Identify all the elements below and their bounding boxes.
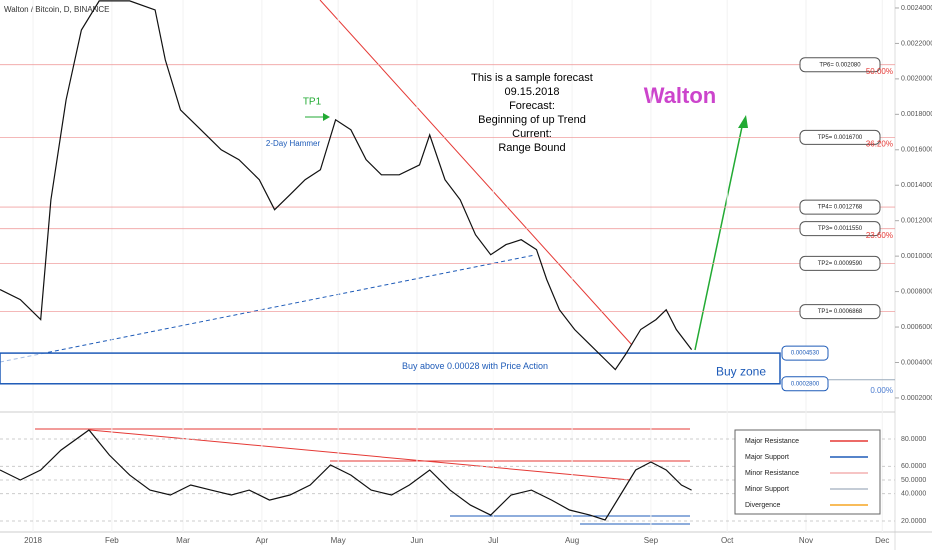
level-label: TP3= 0.0011550 bbox=[818, 226, 863, 232]
y-tick-label: 20.0000 bbox=[901, 518, 926, 525]
x-tick-label: Aug bbox=[565, 536, 579, 545]
y-tick-label: 0.0014000 bbox=[901, 182, 932, 189]
level-label: TP5= 0.0016700 bbox=[818, 135, 863, 141]
y-tick-label: 0.0018000 bbox=[901, 111, 932, 118]
y-tick-label: 0.0016000 bbox=[901, 147, 932, 154]
y-tick-label: 40.0000 bbox=[901, 490, 926, 497]
x-tick-label: Sep bbox=[644, 536, 659, 545]
y-tick-label: 0.0002000 bbox=[901, 395, 932, 402]
y-tick-label: 0.0012000 bbox=[901, 218, 932, 225]
y-tick-label: 0.0004000 bbox=[901, 359, 932, 366]
x-tick-label: Dec bbox=[875, 536, 889, 545]
level-box bbox=[781, 345, 829, 361]
x-tick-label: Jul bbox=[488, 536, 498, 545]
level-label: TP2= 0.0009590 bbox=[818, 261, 863, 267]
legend-label: Minor Resistance bbox=[745, 470, 799, 477]
arrow-head bbox=[738, 115, 748, 128]
forecast-text: Current: bbox=[512, 128, 552, 140]
y-tick-label: 0.0020000 bbox=[901, 76, 932, 83]
y-tick-label: 0.0006000 bbox=[901, 324, 932, 331]
x-tick-label: May bbox=[331, 536, 346, 545]
legend-label: Divergence bbox=[745, 502, 781, 509]
x-tick-label: Apr bbox=[256, 536, 269, 545]
level-box bbox=[799, 199, 881, 215]
y-tick-label: 80.0000 bbox=[901, 436, 926, 443]
level-box bbox=[799, 129, 881, 145]
buy-zone-text: Buy above 0.00028 with Price Action bbox=[402, 361, 548, 371]
y-tick-label: 60.0000 bbox=[901, 463, 926, 470]
forecast-text: 09.15.2018 bbox=[504, 86, 559, 98]
x-tick-label: Jun bbox=[411, 536, 424, 545]
y-tick-label: 50.0000 bbox=[901, 477, 926, 484]
fib-label: 23.60% bbox=[866, 231, 893, 240]
level-label: 0.0004530 bbox=[791, 351, 820, 357]
x-tick-label: 2018 bbox=[24, 536, 42, 545]
chart-title: Walton / Bitcoin, D, BINANCE bbox=[4, 5, 110, 14]
asset-name: Walton bbox=[644, 83, 717, 108]
x-tick-label: Oct bbox=[721, 536, 734, 545]
forecast-text: Forecast: bbox=[509, 100, 555, 112]
arrow-head bbox=[323, 113, 330, 121]
level-box bbox=[781, 376, 829, 392]
legend bbox=[734, 429, 881, 515]
fib-label: 50.00% bbox=[866, 67, 893, 76]
resistance-trendline bbox=[319, 0, 633, 346]
legend-label: Major Resistance bbox=[745, 438, 799, 445]
level-box bbox=[799, 304, 881, 320]
x-tick-label: Feb bbox=[105, 536, 119, 545]
rsi-line bbox=[0, 429, 692, 521]
legend-label: Major Support bbox=[745, 454, 789, 461]
y-tick-label: 0.0024000 bbox=[901, 5, 932, 12]
buy-zone-label: Buy zone bbox=[716, 365, 766, 379]
y-tick-label: 0.0008000 bbox=[901, 288, 932, 295]
y-tick-label: 0.0010000 bbox=[901, 253, 932, 260]
level-label: 0.0002800 bbox=[791, 381, 820, 387]
level-box bbox=[799, 221, 881, 237]
fib-label: 0.00% bbox=[870, 386, 893, 395]
buy-zone bbox=[0, 352, 781, 385]
forecast-text: Range Bound bbox=[498, 142, 565, 154]
x-tick-label: Nov bbox=[799, 536, 813, 545]
rsi-trendline bbox=[89, 429, 631, 481]
tp1-label: TP1 bbox=[303, 97, 322, 108]
level-label: TP1= 0.0006868 bbox=[818, 309, 863, 315]
price-line bbox=[0, 0, 693, 371]
level-box bbox=[799, 57, 881, 73]
x-tick-label: Mar bbox=[176, 536, 190, 545]
forecast-text: Beginning of up Trend bbox=[478, 114, 586, 126]
forecast-text: This is a sample forecast bbox=[471, 72, 593, 84]
level-label: TP6= 0.002080 bbox=[819, 62, 861, 68]
hammer-label: 2-Day Hammer bbox=[266, 139, 321, 148]
fib-label: 36.20% bbox=[866, 139, 893, 148]
level-box bbox=[799, 255, 881, 271]
legend-label: Minor Support bbox=[745, 486, 789, 493]
level-label: TP4= 0.0012768 bbox=[818, 205, 863, 211]
y-tick-label: 0.0022000 bbox=[901, 40, 932, 47]
